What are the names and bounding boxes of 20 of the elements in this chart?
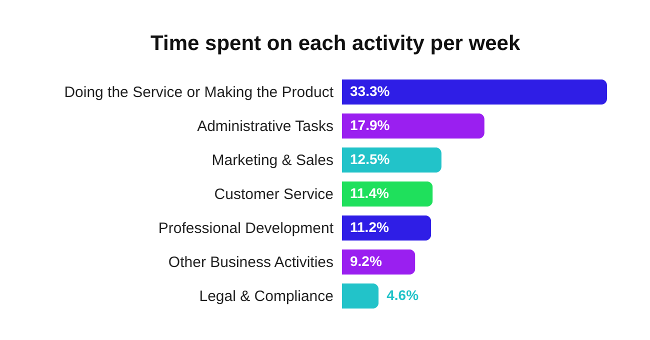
- y-tick-label: Marketing & Sales: [212, 152, 334, 169]
- data-label: 11.4%: [350, 185, 390, 201]
- data-label: 17.9%: [350, 116, 390, 133]
- bar: [342, 79, 607, 105]
- data-label: 33.3%: [350, 82, 390, 99]
- y-tick-label: Customer Service: [214, 186, 334, 203]
- y-tick-label: Legal & Compliance: [199, 288, 334, 306]
- data-label: 4.6%: [386, 287, 420, 304]
- bar: [342, 113, 484, 139]
- data-label: 12.5%: [350, 150, 390, 167]
- bar: [342, 181, 433, 207]
- bar: [342, 147, 442, 173]
- chart-title: Time spent on each activity per week: [150, 32, 520, 55]
- data-label: 9.2%: [350, 253, 382, 270]
- y-tick-label: Doing the Service or Making the Product: [64, 84, 334, 101]
- data-label: 11.2%: [350, 219, 390, 236]
- bar: [342, 283, 379, 309]
- y-tick-label: Administrative Tasks: [197, 118, 334, 135]
- y-tick-label: Professional Development: [158, 220, 334, 238]
- y-tick-label: Other Business Activities: [168, 254, 334, 272]
